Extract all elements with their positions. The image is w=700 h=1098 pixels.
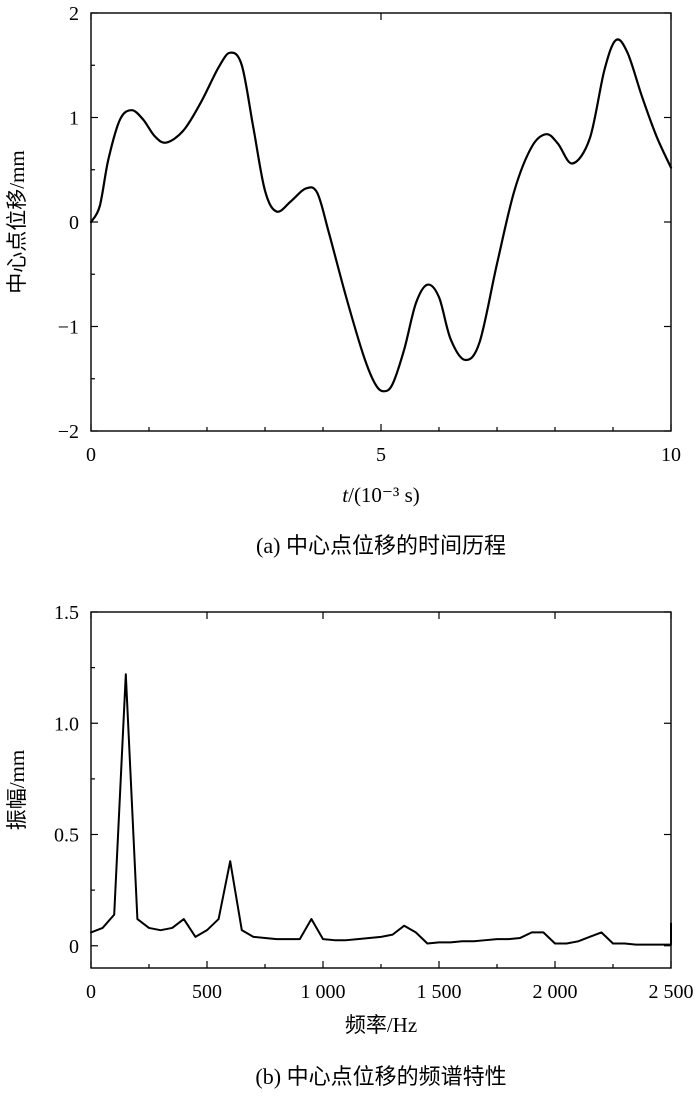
chart-a-y-tick-label: 2 <box>69 3 79 25</box>
chart-b-xlabel: 频率/Hz <box>345 1013 417 1037</box>
chart-b-x-tick-label: 1 000 <box>301 981 346 1003</box>
chart-a-xlabel-rest: /(10⁻³ s) <box>348 483 420 507</box>
chart-a-y-tick-label: 0 <box>69 212 79 234</box>
chart-b-caption: (b) 中心点位移的频谱特性 <box>255 1064 506 1089</box>
chart-a-series-line <box>89 38 673 393</box>
chart-a-x-tick-label: 5 <box>376 444 386 466</box>
chart-a-xlabel-italic: t <box>342 483 349 507</box>
chart-a-caption: (a) 中心点位移的时间历程 <box>256 533 506 558</box>
chart-b-series-line <box>90 673 672 946</box>
chart-b-x-tick-label: 1 500 <box>417 981 462 1003</box>
chart-b-y-tick-label: 1.0 <box>54 713 79 735</box>
chart-a-x-tick-label: 0 <box>86 444 96 466</box>
chart-b-x-tick-label: 0 <box>86 981 96 1003</box>
chart-a-y-tick-label: −2 <box>58 421 79 443</box>
chart-b-x-tick-label: 500 <box>192 981 222 1003</box>
chart-b-ylabel: 振幅/mm <box>5 750 29 831</box>
chart-b-x-tick-label: 2 000 <box>533 981 578 1003</box>
chart-a-x-tick-label: 10 <box>661 444 681 466</box>
chart-b-frame <box>90 611 672 969</box>
chart-a-frame <box>90 12 672 432</box>
chart-b-ticks: 0 500 1 000 1 500 2 000 2 500 1.5 1.0 0.5 0 <box>54 602 694 1003</box>
chart-a-xlabel: t/(10⁻³ s) <box>342 483 419 507</box>
chart-a-y-tick-label: 1 <box>69 108 79 130</box>
chart-a-ylabel: 中心点位移/mm <box>5 150 29 294</box>
chart-b-x-tick-label: 2 500 <box>649 981 694 1003</box>
chart-b-y-tick-label: 0 <box>69 936 79 958</box>
chart-a-y-tick-label: −1 <box>58 317 79 339</box>
chart-b: 0 500 1 000 1 500 2 000 2 500 1.5 1.0 0.5 0 振幅/mm… <box>5 602 694 1089</box>
chart-b-y-tick-label: 1.5 <box>54 602 79 624</box>
chart-b-y-tick-label: 0.5 <box>54 825 79 847</box>
